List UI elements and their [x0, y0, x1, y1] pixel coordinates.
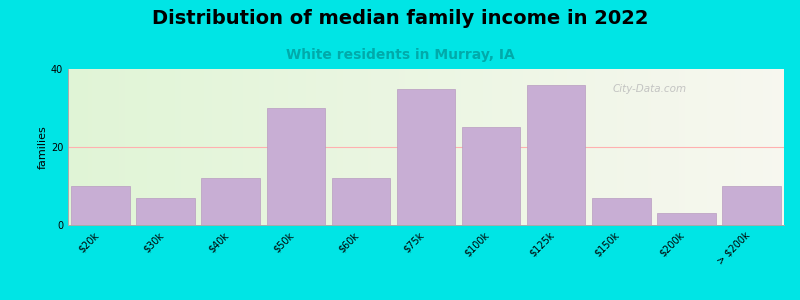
Text: Distribution of median family income in 2022: Distribution of median family income in …	[152, 9, 648, 28]
Bar	[397, 88, 455, 225]
Text: City-Data.com: City-Data.com	[612, 84, 686, 94]
Y-axis label: families: families	[38, 125, 48, 169]
Bar	[657, 213, 716, 225]
Bar	[266, 108, 325, 225]
Bar	[71, 186, 130, 225]
Bar	[592, 198, 650, 225]
Bar	[722, 186, 781, 225]
Bar	[527, 85, 586, 225]
Bar	[202, 178, 260, 225]
Bar	[462, 128, 520, 225]
Bar	[332, 178, 390, 225]
Bar	[136, 198, 195, 225]
Text: White residents in Murray, IA: White residents in Murray, IA	[286, 48, 514, 62]
